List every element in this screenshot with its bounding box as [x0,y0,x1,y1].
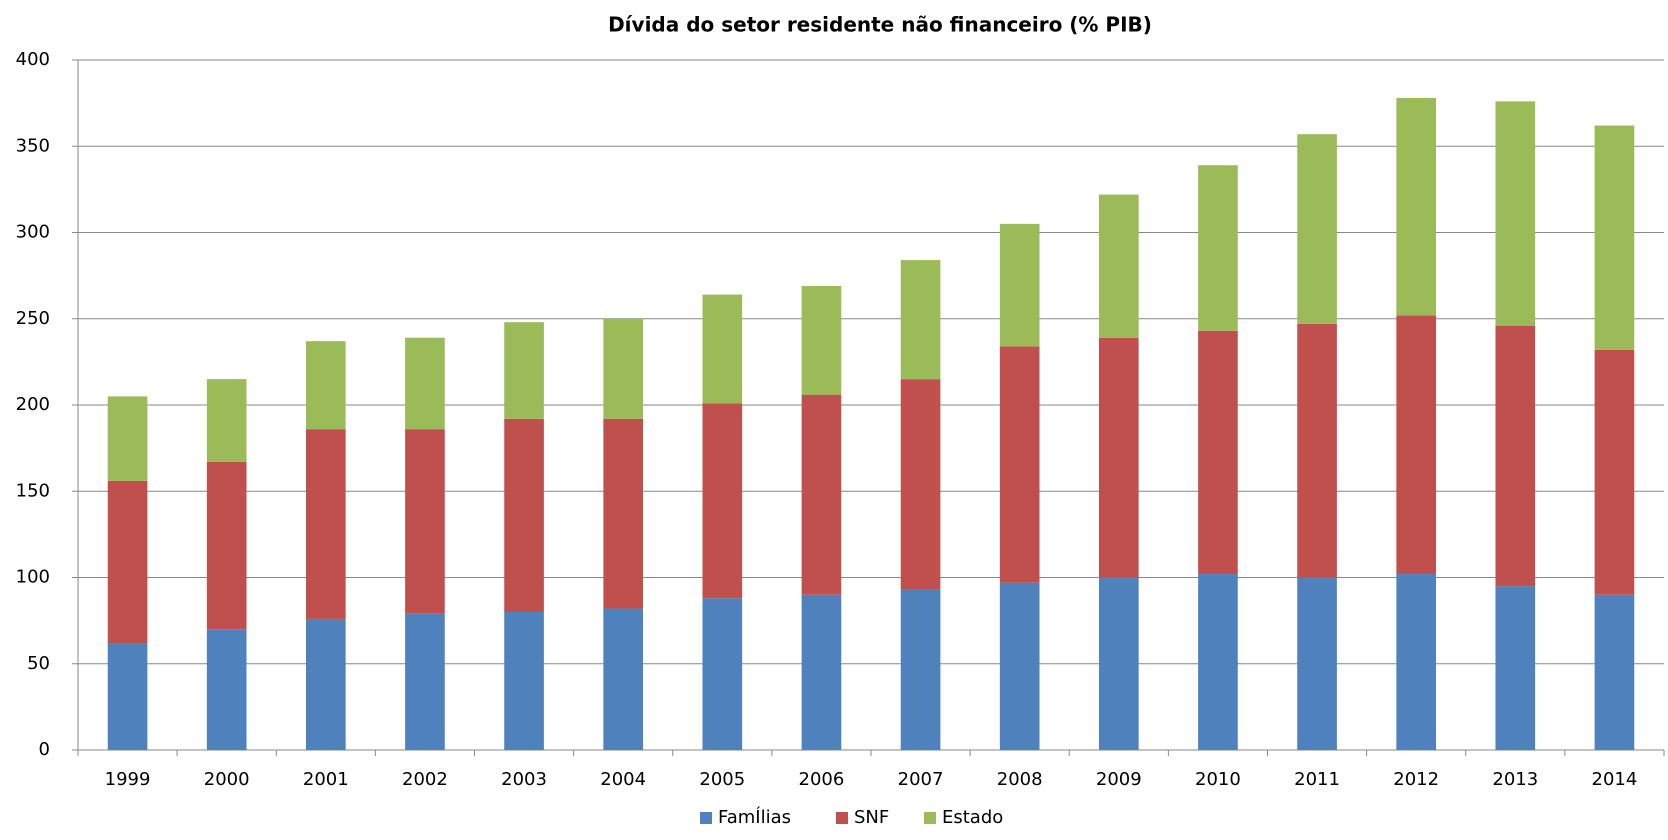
legend-swatch [836,812,848,824]
bar-segment [1297,134,1337,324]
bar-segment [1098,194,1139,338]
bar-segment [206,461,247,630]
bar-segment [999,346,1040,583]
bar-segment [801,594,842,750]
bar-segment [1098,577,1139,750]
bar-segment [305,341,346,430]
x-tick-label: 2002 [402,769,448,790]
bar-segment [999,223,1040,347]
bar-segment [900,260,941,380]
y-tick-label: 50 [27,653,50,674]
legend-label: SNF [854,807,889,828]
y-tick-label: 200 [16,394,50,415]
bar-segment [1297,577,1337,750]
bar-segment [206,629,247,750]
y-tick-label: 100 [16,567,50,588]
x-tick-label: 2013 [1492,769,1538,790]
bar-segment [702,403,743,599]
bar-segment [1495,101,1536,326]
bar-segment [405,613,445,750]
y-tick-label: 150 [16,480,50,501]
bar-segment [702,294,743,404]
x-tick-label: 2000 [204,769,250,790]
bar-segment [107,480,148,644]
bar-segment [305,429,346,619]
x-tick-label: 2010 [1195,769,1241,790]
x-tick-label: 2007 [898,769,944,790]
x-tick-label: 2009 [1096,769,1142,790]
bar-segment [206,379,247,462]
x-tick-label: 2011 [1294,769,1340,790]
y-tick-label: 300 [16,222,50,243]
bar-segment [702,598,743,750]
bar-segment [305,618,346,750]
legend-label: Estado [942,807,1003,828]
bar-segment [1297,323,1337,578]
bar-segment [1396,315,1437,575]
bar-segment [504,322,544,419]
x-tick-label: 2001 [303,769,349,790]
bar-segment [1495,325,1536,587]
bar-segment [1198,574,1238,750]
y-tick-label: 400 [16,49,50,70]
bar-segment [405,429,445,614]
bar-segment [107,396,148,481]
bar-segment [405,337,445,430]
bar-segment [801,394,842,595]
legend-label: FamÍlias [718,806,791,828]
bar-segment [999,582,1040,750]
x-tick-label: 2006 [799,769,845,790]
y-tick-label: 350 [16,135,50,156]
x-tick-label: 2014 [1592,769,1638,790]
bar-segment [801,285,842,395]
bar-segment [1396,97,1437,316]
legend-swatch [924,812,936,824]
bar-segment [603,608,644,750]
bar-segment [1198,330,1238,575]
bar-segment [107,643,148,750]
x-tick-label: 1999 [105,769,151,790]
bar-segment [1594,349,1635,595]
bar-segment [900,379,941,590]
x-tick-label: 2005 [699,769,745,790]
bar-segment [1495,586,1536,750]
y-tick-label: 250 [16,308,50,329]
x-tick-label: 2003 [501,769,547,790]
x-tick-label: 2012 [1393,769,1439,790]
y-tick-label: 0 [39,739,50,760]
chart-title: Dívida do setor residente não financeiro… [608,13,1152,37]
bar-segment [900,589,941,750]
bar-segment [504,418,544,612]
bar-segment [1198,165,1238,331]
bar-segment [603,418,644,609]
x-tick-label: 2004 [600,769,646,790]
bar-segment [1098,337,1139,578]
bar-segment [504,612,544,750]
bar-segment [1396,574,1437,750]
bar-segment [1594,125,1635,350]
bar-segment [1594,594,1635,750]
legend-swatch [700,812,712,824]
bar-segment [603,318,644,419]
x-tick-label: 2008 [997,769,1043,790]
